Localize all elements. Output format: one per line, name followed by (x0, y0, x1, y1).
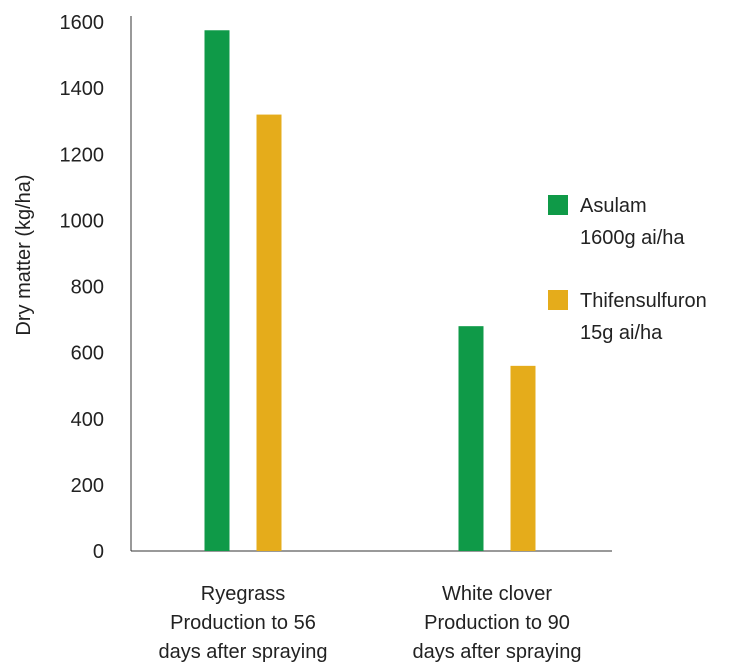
y-tick-label: 1200 (60, 144, 105, 166)
legend-label-line: Asulam (580, 195, 647, 217)
category-label-line: Ryegrass (201, 583, 285, 605)
category-label-line: days after spraying (159, 641, 328, 663)
y-axis-title: Dry matter (kg/ha) (13, 174, 35, 335)
legend-label-line: Thifensulfuron (580, 290, 707, 312)
y-tick-labels: 0 200 400 600 800 1000 1200 1400 1600 (60, 12, 105, 563)
category-labels: Ryegrass Production to 56 days after spray… (159, 583, 582, 663)
category-label-line: White clover (442, 583, 552, 605)
category-label-line: Production to 90 (424, 612, 570, 634)
y-tick-label: 600 (71, 343, 104, 365)
y-tick-label: 400 (71, 409, 104, 431)
legend-label: Thifensulfuron 15g ai/ha (580, 290, 707, 344)
legend-swatch (548, 290, 568, 310)
category-label-line: Production to 56 (170, 612, 316, 634)
legend-label: Asulam 1600g ai/ha (580, 195, 685, 249)
legend-swatch (548, 195, 568, 215)
y-tick-label: 1000 (60, 210, 105, 232)
bar (458, 326, 484, 551)
y-tick-label: 1400 (60, 78, 105, 100)
bars (204, 30, 536, 551)
category-label: Ryegrass Production to 56 days after spray… (159, 583, 328, 663)
category-label-line: days after spraying (413, 641, 582, 663)
y-tick-label: 1600 (60, 12, 105, 34)
bar (204, 30, 230, 551)
y-tick-label: 200 (71, 475, 104, 497)
y-tick-label: 0 (93, 541, 104, 563)
legend: Asulam 1600g ai/ha Thifensulfuron 15g ai/ha (548, 195, 707, 344)
legend-label-line: 15g ai/ha (580, 322, 663, 344)
legend-label-line: 1600g ai/ha (580, 227, 685, 249)
category-label: White clover Production to 90 days after s… (413, 583, 582, 663)
y-axis-title-group: Dry matter (kg/ha) (13, 174, 35, 335)
bar (256, 114, 282, 551)
bar (510, 365, 536, 551)
y-tick-label: 800 (71, 277, 104, 299)
